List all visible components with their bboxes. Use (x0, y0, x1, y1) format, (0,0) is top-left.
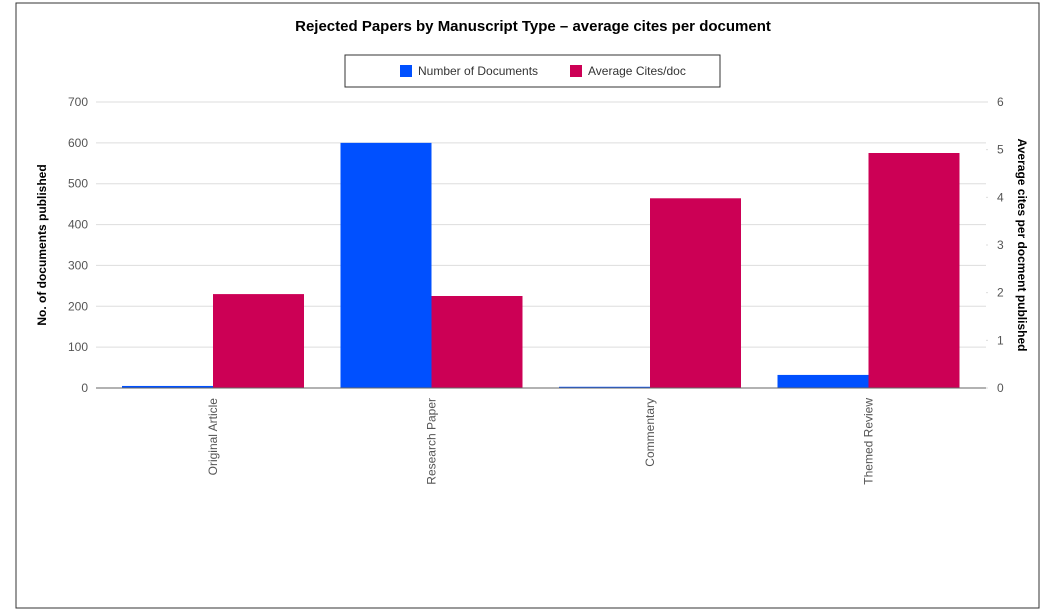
bar (869, 153, 960, 388)
y2-tick-label: 0 (997, 381, 1004, 395)
chart: Rejected Papers by Manuscript Type – ave… (0, 0, 1046, 610)
y-tick-label: 700 (68, 95, 88, 109)
bar (778, 375, 869, 388)
y2-tick-label: 6 (997, 95, 1004, 109)
y-tick-label: 200 (68, 299, 88, 313)
legend-label: Average Cites/doc (588, 64, 686, 78)
x-tick-label: Commentary (643, 398, 657, 467)
y2-tick-label: 5 (997, 143, 1004, 157)
x-tick-label: Research Paper (425, 398, 439, 485)
y-tick-label: 500 (68, 177, 88, 191)
y-tick-label: 600 (68, 136, 88, 150)
y2-tick-label: 3 (997, 238, 1004, 252)
y2-tick-label: 4 (997, 190, 1004, 204)
chart-title: Rejected Papers by Manuscript Type – ave… (295, 18, 771, 35)
y-tick-label: 400 (68, 218, 88, 232)
legend-label: Number of Documents (418, 64, 538, 78)
y-tick-label: 300 (68, 258, 88, 272)
bar (432, 296, 523, 388)
x-tick-label: Themed Review (862, 398, 876, 485)
legend-swatch (570, 65, 582, 77)
bar (341, 143, 432, 388)
y2-axis-title: Average cites per docment published (1015, 139, 1029, 352)
y-tick-label: 0 (81, 381, 88, 395)
y-tick-label: 100 (68, 340, 88, 354)
y-axis-title: No. of documents published (35, 164, 49, 325)
y2-tick-label: 1 (997, 333, 1004, 347)
bar (213, 294, 304, 388)
x-tick-label: Original Article (206, 398, 220, 476)
bar (650, 198, 741, 388)
y2-tick-label: 2 (997, 286, 1004, 300)
legend-swatch (400, 65, 412, 77)
